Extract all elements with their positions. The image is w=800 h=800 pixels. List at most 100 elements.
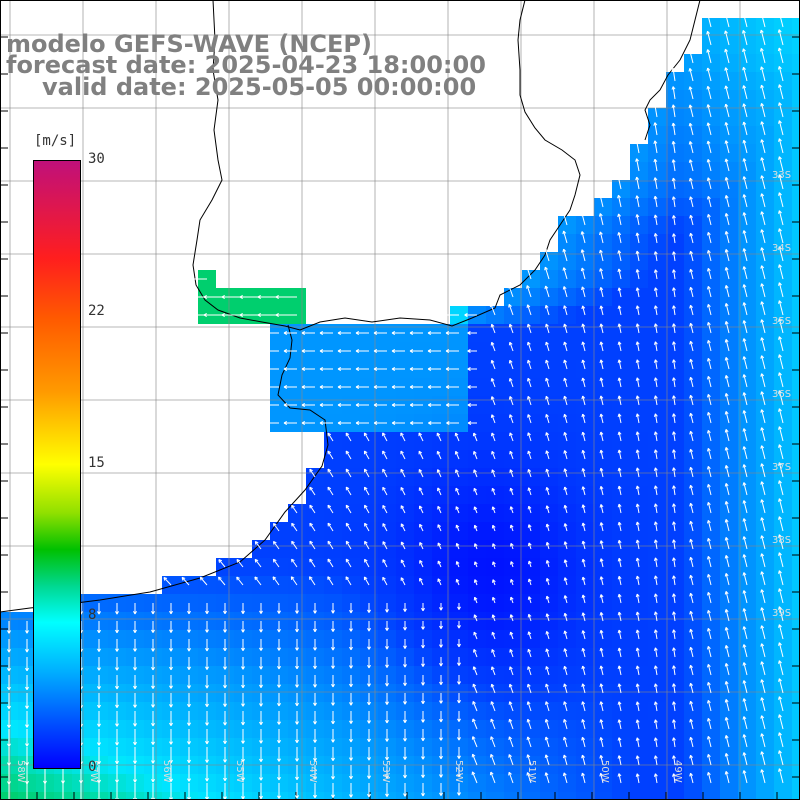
wind-arrow xyxy=(653,287,658,298)
wind-arrow xyxy=(778,120,784,136)
wind-arrow xyxy=(778,462,784,478)
wind-arrow xyxy=(581,736,586,748)
wind-arrow xyxy=(507,284,514,298)
wind-arrow xyxy=(7,621,11,634)
wind-arrow xyxy=(581,377,586,388)
wind-arrow xyxy=(724,267,730,280)
wind-arrow xyxy=(367,639,371,650)
wind-arrow xyxy=(331,675,335,688)
wind-arrow xyxy=(724,195,730,208)
wind-cell xyxy=(792,108,800,126)
wind-arrow xyxy=(724,12,730,28)
wind-arrow xyxy=(349,729,353,743)
wind-arrow xyxy=(313,747,317,762)
wind-arrow xyxy=(301,421,315,425)
wind-arrow xyxy=(562,754,568,766)
wind-arrow xyxy=(742,500,748,514)
wind-arrow xyxy=(706,321,712,334)
wind-arrow xyxy=(491,450,496,460)
wind-arrow xyxy=(115,747,119,765)
wind-arrow xyxy=(491,614,496,622)
wind-arrow xyxy=(526,359,532,370)
wind-arrow xyxy=(313,603,317,614)
wind-arrow xyxy=(635,503,640,514)
wind-arrow xyxy=(760,553,766,568)
wind-arrow xyxy=(706,357,712,370)
wind-cell xyxy=(432,792,450,800)
wind-arrow xyxy=(760,751,766,766)
wind-arrow xyxy=(742,194,748,208)
wind-arrow xyxy=(581,594,586,604)
wind-arrow xyxy=(760,679,766,694)
wind-arrow xyxy=(598,194,604,208)
wind-arrow xyxy=(400,577,406,586)
wind-arrow xyxy=(617,213,622,226)
wind-arrow xyxy=(373,385,387,389)
wind-arrow xyxy=(706,267,712,280)
wind-arrow xyxy=(455,487,460,496)
wind-arrow xyxy=(671,67,676,82)
wind-arrow xyxy=(617,593,622,604)
wind-arrow xyxy=(277,603,281,614)
wind-arrow xyxy=(437,542,442,550)
wind-arrow xyxy=(472,718,478,730)
wind-arrow xyxy=(706,213,712,226)
wind-arrow xyxy=(439,675,443,685)
wind-arrow xyxy=(689,520,694,532)
wind-arrow xyxy=(563,577,568,586)
wind-arrow xyxy=(778,588,784,604)
wind-arrow xyxy=(724,573,730,586)
wind-arrow xyxy=(672,521,676,532)
wind-arrow xyxy=(205,657,209,670)
valid-date: valid date: 2025-05-05 00:00:00 xyxy=(42,73,477,101)
wind-arrow xyxy=(283,349,297,353)
wind-arrow xyxy=(599,665,604,676)
wind-arrow xyxy=(510,561,514,568)
wind-arrow xyxy=(724,501,730,514)
wind-arrow xyxy=(391,331,405,335)
wind-arrow xyxy=(635,611,640,622)
wind-arrow xyxy=(205,621,209,633)
wind-arrow xyxy=(688,177,694,190)
wind-arrow xyxy=(581,754,586,766)
wind-arrow xyxy=(689,322,694,334)
wind-arrow xyxy=(563,359,568,370)
wind-arrow xyxy=(403,603,407,612)
wind-arrow xyxy=(491,487,496,496)
wind-arrow xyxy=(706,465,712,478)
wind-arrow xyxy=(151,693,155,708)
wind-arrow xyxy=(724,627,730,640)
wind-arrow xyxy=(742,374,748,388)
wind-arrow xyxy=(581,540,586,550)
wind-arrow xyxy=(617,521,622,532)
wind-arrow xyxy=(205,747,209,763)
wind-arrow xyxy=(777,11,784,28)
wind-arrow xyxy=(563,665,568,676)
wind-arrow xyxy=(706,104,712,118)
wind-arrow xyxy=(544,701,550,712)
wind-arrow xyxy=(562,286,568,298)
wind-arrow xyxy=(457,657,461,666)
wind-arrow xyxy=(169,693,173,708)
wind-arrow xyxy=(409,403,423,407)
wind-arrow xyxy=(689,736,694,748)
wind-arrow xyxy=(742,608,748,622)
wind-arrow xyxy=(25,639,29,653)
wind-arrow xyxy=(385,693,389,705)
wind-arrow xyxy=(706,771,712,784)
wind-arrow xyxy=(689,592,694,604)
wind-arrow xyxy=(581,395,586,406)
wind-arrow xyxy=(689,268,694,280)
wind-arrow xyxy=(259,729,263,744)
wind-arrow xyxy=(471,753,478,766)
wind-arrow xyxy=(509,543,514,550)
wind-cell xyxy=(792,468,800,486)
wind-arrow xyxy=(345,576,352,586)
wind-arrow xyxy=(367,729,371,743)
wind-arrow xyxy=(133,729,137,746)
wind-arrow xyxy=(295,711,299,725)
wind-arrow xyxy=(635,773,640,784)
wind-arrow xyxy=(427,331,441,335)
wind-arrow xyxy=(115,765,119,783)
wind-arrow xyxy=(400,541,406,550)
